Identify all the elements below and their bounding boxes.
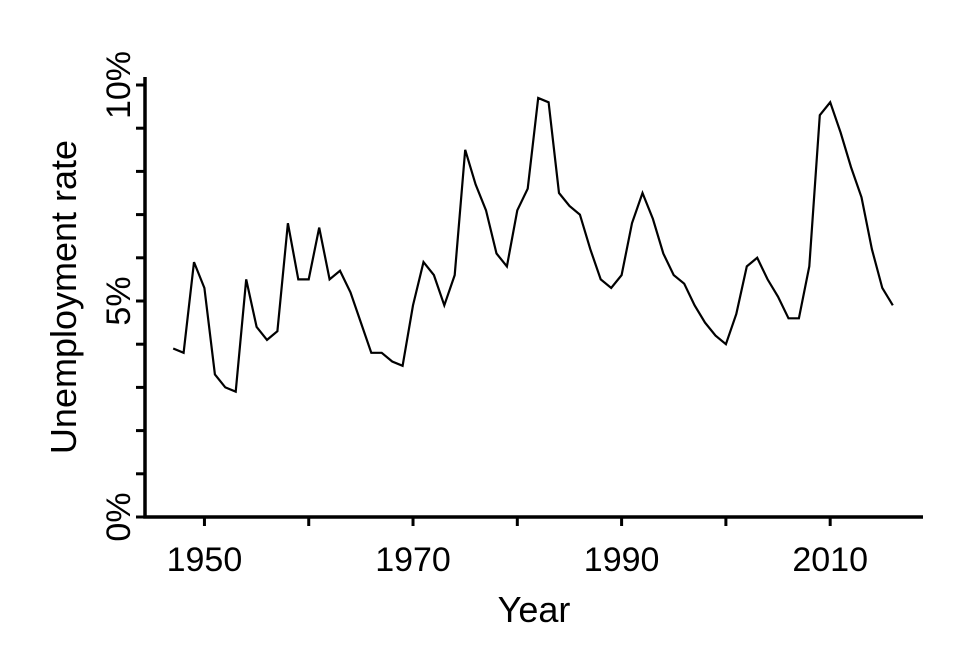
- x-tick-label: 1990: [584, 541, 660, 579]
- x-axis-title: Year: [498, 589, 571, 630]
- y-tick-label: 0%: [100, 492, 138, 541]
- y-axis-title: Unemployment rate: [43, 140, 84, 454]
- x-axis-ticks: [202, 517, 832, 526]
- x-axis-tick-labels: 1950 1970 1990 2010: [167, 541, 868, 579]
- y-tick-label: 5%: [100, 276, 138, 325]
- x-tick-label: 2010: [792, 541, 868, 579]
- x-tick-label: 1950: [167, 541, 243, 579]
- y-axis-tick-labels: 0% 5% 10%: [100, 51, 138, 542]
- data-series: [172, 96, 894, 394]
- y-axis-ticks: [136, 83, 145, 519]
- x-tick-label: 1970: [375, 541, 451, 579]
- y-tick-label: 10%: [100, 51, 138, 119]
- unemployment-line: [172, 96, 894, 394]
